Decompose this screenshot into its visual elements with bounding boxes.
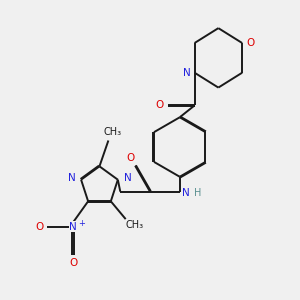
Text: O: O <box>127 153 135 163</box>
Text: N: N <box>69 222 77 232</box>
Text: O: O <box>69 258 77 268</box>
Text: CH₃: CH₃ <box>125 220 144 230</box>
Text: CH₃: CH₃ <box>104 127 122 136</box>
Text: N: N <box>183 68 191 78</box>
Text: N: N <box>124 173 132 183</box>
Text: O: O <box>246 38 255 48</box>
Text: +: + <box>78 219 85 228</box>
Text: N: N <box>182 188 190 198</box>
Text: H: H <box>194 188 201 198</box>
Text: O: O <box>35 222 43 232</box>
Text: N: N <box>68 173 76 183</box>
Text: O: O <box>155 100 164 110</box>
